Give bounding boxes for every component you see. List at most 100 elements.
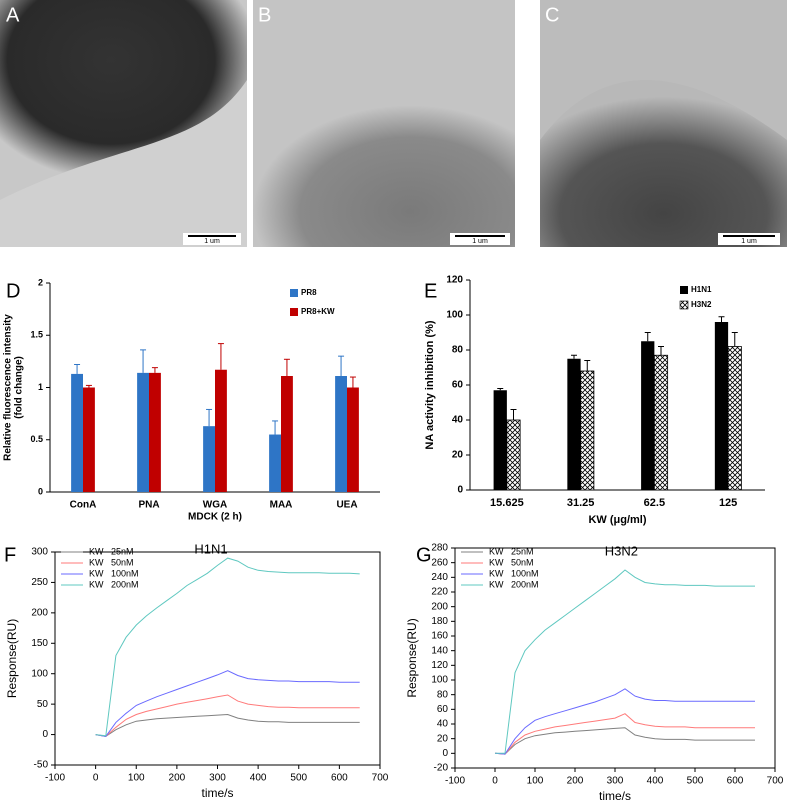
x-tick-label: 200 — [567, 776, 584, 787]
panel-label: D — [6, 280, 20, 302]
series-line — [494, 727, 755, 755]
bar — [727, 346, 742, 491]
bar — [149, 372, 161, 492]
x-tick-label: 62.5 — [644, 497, 665, 509]
error-bar — [570, 354, 577, 359]
x-tick-label: WGA — [203, 500, 227, 511]
bar — [269, 434, 281, 492]
bar — [335, 376, 347, 492]
series-line — [494, 713, 755, 755]
x-axis-label: KW (μg/ml) — [588, 514, 646, 526]
y-tick-label: 160 — [431, 631, 448, 642]
y-tick-label: 300 — [31, 547, 48, 558]
error-bar — [497, 388, 504, 391]
panel-label: F — [4, 544, 16, 566]
chart-title: H1N1 — [194, 541, 227, 556]
y-tick-label: 80 — [452, 345, 464, 356]
error-bar — [718, 316, 725, 322]
x-tick-label: ConA — [70, 500, 97, 511]
x-tick-label: 15.625 — [490, 497, 524, 509]
x-tick-label: 100 — [527, 776, 544, 787]
legend-label: H3N2 — [691, 300, 712, 309]
y-tick-label: 80 — [437, 689, 449, 700]
legend-label: KW 25nM — [489, 546, 534, 556]
x-tick-label: -100 — [445, 776, 465, 787]
error-bar — [140, 349, 147, 373]
legend-swatch — [680, 286, 688, 294]
y-tick-label: 200 — [31, 607, 48, 618]
error-bar — [272, 420, 279, 435]
legend-label: KW 25nM — [89, 546, 134, 556]
error-bar — [584, 360, 591, 371]
y-axis-label: Response(RU) — [5, 619, 19, 698]
error-bar — [731, 332, 738, 347]
legend-label: PR8+KW — [301, 307, 335, 316]
y-tick-label: 140 — [431, 645, 448, 656]
x-axis-label: time/s — [599, 789, 631, 802]
y-tick-label: 250 — [31, 577, 48, 588]
panel-label: A — [6, 4, 20, 26]
x-tick-label: 31.25 — [567, 497, 595, 509]
y-tick-label: 260 — [431, 557, 448, 568]
y-tick-label: -50 — [34, 760, 49, 771]
y-tick-label: 1.5 — [30, 330, 43, 340]
x-tick-label: 0 — [492, 776, 498, 787]
legend-swatch — [679, 300, 689, 310]
bar — [714, 322, 729, 490]
y-tick-label: 1 — [38, 382, 43, 392]
error-bar — [644, 332, 651, 342]
x-tick-label: 400 — [647, 776, 664, 787]
legend-swatch — [290, 308, 298, 316]
scale-bar-label: 1 um — [472, 238, 488, 245]
scale-bar-label: 1 um — [741, 238, 757, 245]
y-tick-label: 240 — [431, 572, 448, 583]
series-line — [495, 569, 755, 754]
y-tick-label: 200 — [431, 601, 448, 612]
micrograph-b: B 1 um — [253, 0, 515, 247]
legend-label: KW 200nM — [89, 579, 139, 589]
x-tick-label: 700 — [767, 776, 784, 787]
error-bar — [510, 409, 517, 420]
bar — [493, 390, 507, 490]
y-tick-label: 0 — [457, 485, 463, 496]
y-tick-label: -20 — [434, 763, 449, 774]
panel-label: C — [545, 4, 559, 26]
error-bar — [74, 364, 81, 374]
legend-label: KW 50nM — [89, 557, 134, 567]
legend-label: KW 100nM — [89, 568, 139, 578]
series-line — [95, 670, 360, 737]
series-line — [95, 557, 360, 737]
y-tick-label: 20 — [437, 733, 449, 744]
legend-label: PR8 — [301, 288, 317, 297]
panel-label: E — [424, 280, 437, 302]
series-line — [494, 688, 755, 755]
y-tick-label: 0 — [42, 729, 48, 740]
x-tick-label: 500 — [290, 773, 307, 784]
y-tick-label: 180 — [431, 616, 448, 627]
y-tick-label: 60 — [452, 380, 464, 391]
series-line — [95, 713, 360, 737]
x-axis-label: time/s — [201, 786, 233, 800]
bar — [580, 370, 595, 491]
bar — [506, 419, 521, 491]
y-tick-label: 100 — [431, 675, 448, 686]
x-tick-label: 200 — [169, 773, 186, 784]
x-tick-label: -100 — [45, 773, 65, 784]
y-tick-label: 100 — [31, 668, 48, 679]
x-tick-label: 0 — [93, 773, 99, 784]
x-tick-label: 400 — [250, 773, 267, 784]
y-tick-label: 0 — [38, 486, 43, 496]
x-tick-label: 500 — [687, 776, 704, 787]
y-axis-label: Response(RU) — [405, 618, 419, 697]
y-tick-label: 280 — [431, 543, 448, 554]
y-tick-label: 20 — [452, 450, 464, 461]
y-tick-label: 2 — [38, 277, 43, 287]
bar — [71, 373, 83, 492]
y-axis-label: (fold change) — [14, 356, 25, 419]
legend-label: KW 100nM — [489, 568, 539, 578]
y-tick-label: 0 — [442, 748, 448, 759]
y-axis-label: NA activity inhibition (%) — [424, 320, 436, 449]
x-tick-label: 600 — [331, 773, 348, 784]
y-tick-label: 150 — [31, 638, 48, 649]
